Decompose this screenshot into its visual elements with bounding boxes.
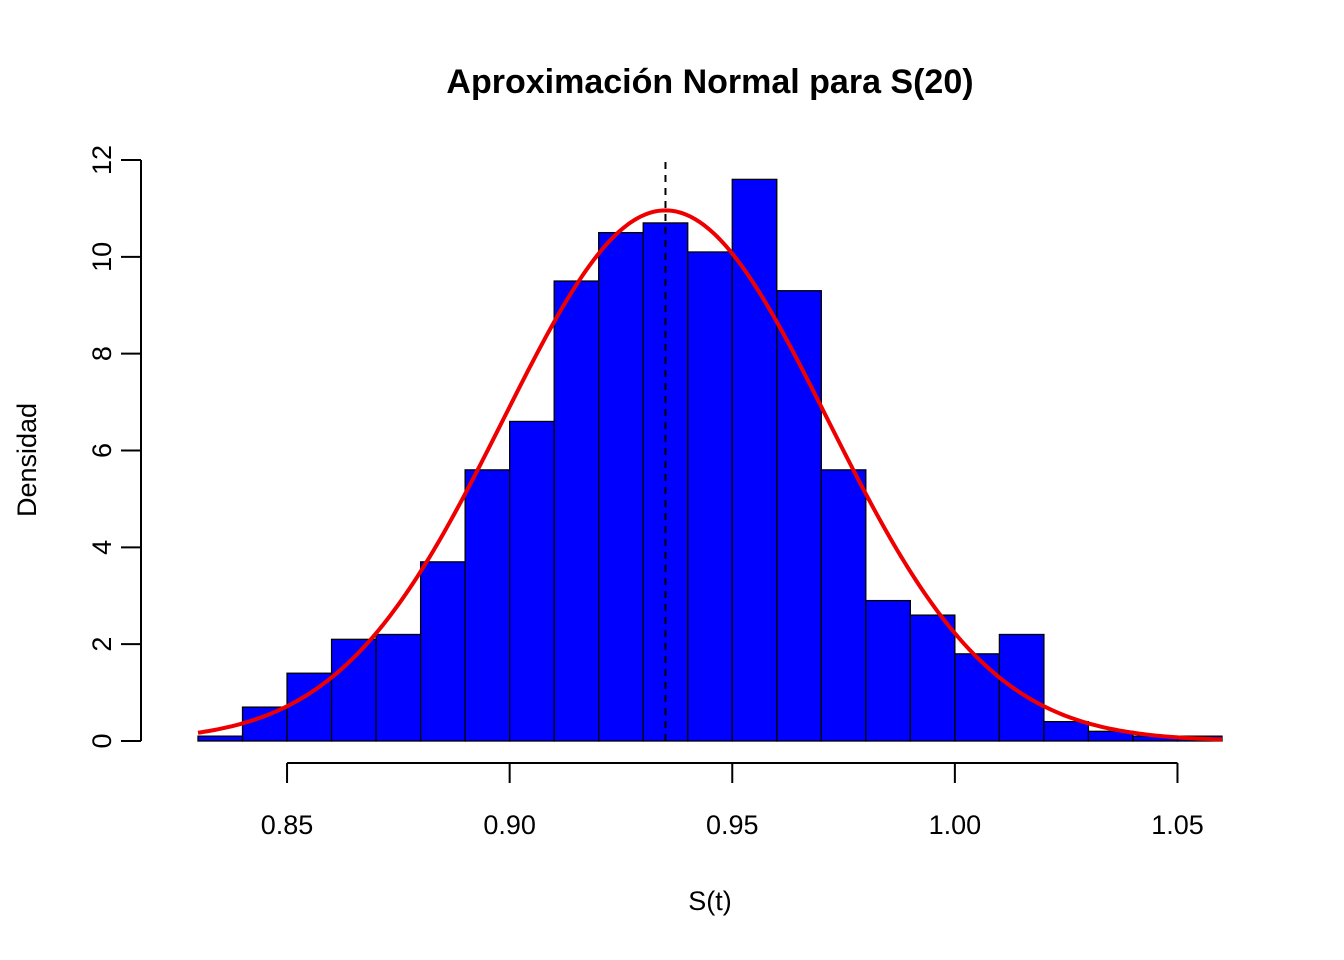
histogram-bar xyxy=(375,633,422,742)
y-axis: 0 2 4 6 8 10 12 xyxy=(87,145,142,749)
histogram-bar xyxy=(954,653,1001,742)
y-tick-label: 4 xyxy=(87,540,117,555)
normal-curve-group xyxy=(197,208,1223,742)
x-tick-label: 0.95 xyxy=(706,810,759,840)
y-tick-label: 10 xyxy=(87,242,117,272)
histogram-bar xyxy=(553,280,600,742)
histogram-bar xyxy=(419,561,466,742)
chart-title: Aproximación Normal para S(20) xyxy=(446,63,973,101)
histogram-bars xyxy=(197,178,1223,742)
histogram-bar xyxy=(820,469,867,742)
histogram-bar xyxy=(687,251,733,742)
histogram-bar xyxy=(909,614,956,742)
y-tick-label: 12 xyxy=(87,145,117,175)
histogram-bar xyxy=(509,420,555,742)
histogram-bar xyxy=(998,633,1045,742)
y-tick-label: 0 xyxy=(87,733,117,748)
x-tick-label: 1.05 xyxy=(1151,810,1204,840)
histogram-bar xyxy=(1043,720,1090,742)
histogram-bar xyxy=(197,735,244,742)
histogram-bar xyxy=(330,638,377,742)
histogram-bar xyxy=(642,222,689,742)
y-tick-label: 8 xyxy=(87,346,117,361)
histogram-bar xyxy=(776,290,822,742)
x-tick-label: 0.85 xyxy=(261,810,314,840)
histogram-bar xyxy=(598,231,644,742)
x-tick-label: 1.00 xyxy=(929,810,982,840)
histogram-bar xyxy=(241,706,288,742)
histogram-bar xyxy=(464,469,511,742)
y-axis-label: Densidad xyxy=(12,403,42,517)
y-tick-label: 6 xyxy=(87,443,117,458)
y-tick-label: 2 xyxy=(87,637,117,652)
x-axis: 0.85 0.90 0.95 1.00 1.05 xyxy=(261,762,1204,840)
histogram-bar xyxy=(731,178,778,742)
normal-curve xyxy=(197,208,1223,742)
x-axis-label: S(t) xyxy=(688,886,732,916)
x-tick-label: 0.90 xyxy=(483,810,536,840)
histogram-bar xyxy=(865,599,911,742)
